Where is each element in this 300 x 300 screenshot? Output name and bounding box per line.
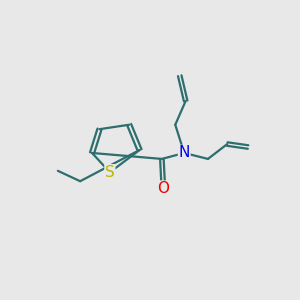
Text: S: S [105,165,115,180]
Text: N: N [178,146,190,160]
Text: O: O [158,181,169,196]
